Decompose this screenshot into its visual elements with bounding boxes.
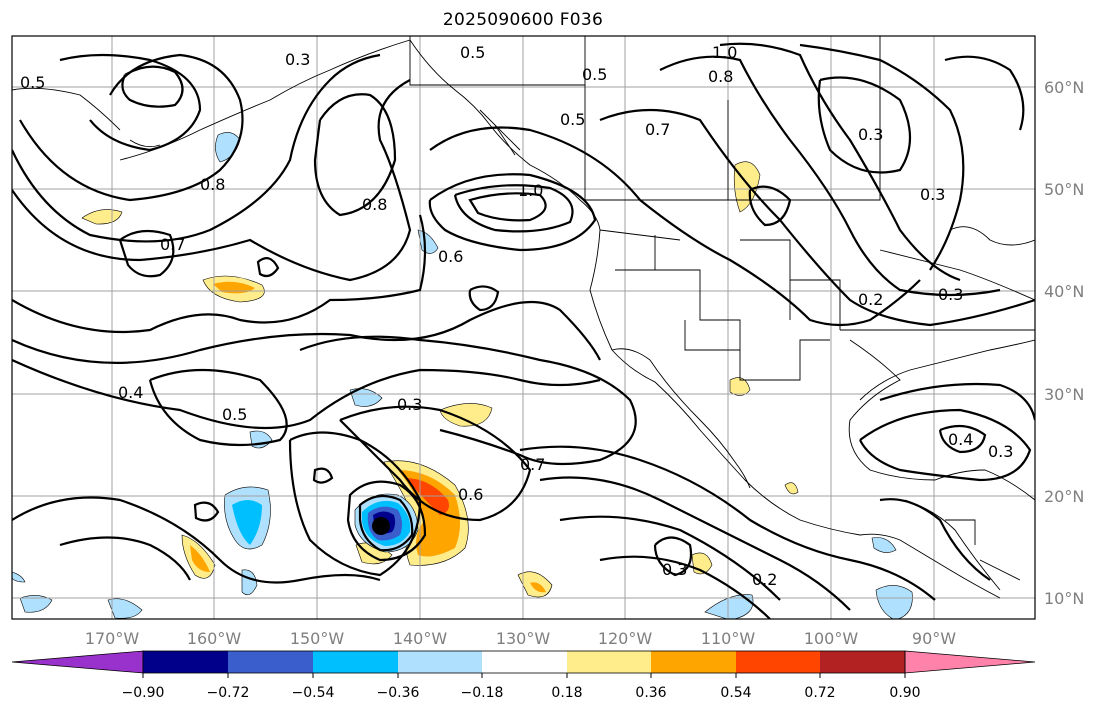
lat-label: 50°N bbox=[1044, 180, 1084, 199]
map-title: 2025090600 F036 bbox=[442, 10, 604, 30]
latitude-labels: 60°N 50°N 40°N 30°N 20°N 10°N bbox=[1044, 78, 1084, 608]
colorbar-segment bbox=[651, 651, 736, 673]
contour-labels: 0.5 0.3 1.0 0.5 0.5 0.8 0.7 0.3 0.8 0.8 … bbox=[20, 43, 1013, 589]
contour-label: 1.0 bbox=[712, 43, 737, 62]
contour-label: 0.7 bbox=[645, 120, 670, 139]
contour-label: 0.3 bbox=[938, 285, 963, 304]
lon-label: 140°W bbox=[393, 629, 448, 648]
contour-label: 0.7 bbox=[160, 235, 185, 254]
colorbar: −0.90 −0.72 −0.54 −0.36 −0.18 0.18 0.36 … bbox=[11, 650, 1036, 701]
contour-label: 0.3 bbox=[285, 50, 310, 69]
colorbar-extend-high bbox=[904, 650, 1036, 674]
colorbar-segment bbox=[228, 651, 313, 673]
contour-label: 0.7 bbox=[520, 455, 545, 474]
contour-lines bbox=[12, 42, 1035, 619]
lon-label: 130°W bbox=[496, 629, 551, 648]
contour-label: 0.8 bbox=[200, 175, 225, 194]
lon-label: 170°W bbox=[85, 629, 140, 648]
colorbar-tick-label: 0.72 bbox=[804, 685, 835, 701]
contour-label: 0.3 bbox=[397, 395, 422, 414]
map-frame bbox=[11, 35, 1036, 620]
colorbar-segment bbox=[313, 651, 398, 673]
contour-label: 0.5 bbox=[560, 110, 585, 129]
lat-label: 40°N bbox=[1044, 282, 1084, 301]
contour-label: 0.4 bbox=[948, 430, 973, 449]
colorbar-segment bbox=[398, 651, 482, 673]
contour-label: 0.5 bbox=[582, 65, 607, 84]
lat-label: 20°N bbox=[1044, 487, 1084, 506]
colorbar-tick-label: −0.18 bbox=[461, 685, 504, 701]
contour-label: 0.8 bbox=[362, 195, 387, 214]
colorbar-tick-label: −0.90 bbox=[122, 685, 165, 701]
contour-label: 0.4 bbox=[118, 383, 143, 402]
contour-label: 0.5 bbox=[20, 73, 45, 92]
lat-label: 30°N bbox=[1044, 385, 1084, 404]
lon-label: 100°W bbox=[804, 629, 859, 648]
lat-label: 10°N bbox=[1044, 589, 1084, 608]
contour-label: 0.6 bbox=[458, 485, 483, 504]
contour-label: 0.2 bbox=[752, 570, 777, 589]
lon-label: 160°W bbox=[187, 629, 242, 648]
colorbar-segment bbox=[482, 651, 567, 673]
cyclone-center-marker bbox=[372, 517, 390, 535]
colorbar-tick-label: −0.72 bbox=[207, 685, 250, 701]
contour-label: 0.6 bbox=[438, 247, 463, 266]
contour-label: 0.2 bbox=[858, 290, 883, 309]
colorbar-segment bbox=[820, 651, 905, 673]
contour-label: 0.5 bbox=[460, 43, 485, 62]
colorbar-extend-low bbox=[11, 650, 144, 674]
colorbar-tick-label: 0.54 bbox=[720, 685, 751, 701]
colorbar-tick-label: 0.90 bbox=[889, 685, 920, 701]
contour-label: 0.3 bbox=[988, 442, 1013, 461]
lon-label: 90°W bbox=[912, 629, 956, 648]
contour-label: 0.3 bbox=[662, 560, 687, 579]
lat-label: 60°N bbox=[1044, 78, 1084, 97]
coastlines-borders bbox=[12, 36, 1035, 599]
colorbar-segment bbox=[143, 651, 228, 673]
contour-label: 0.8 bbox=[708, 67, 733, 86]
colorbar-segment bbox=[567, 651, 651, 673]
colorbar-tick-label: −0.54 bbox=[292, 685, 335, 701]
contour-label: 0.3 bbox=[920, 185, 945, 204]
lon-label: 110°W bbox=[701, 629, 756, 648]
contour-label: 0.3 bbox=[858, 125, 883, 144]
colorbar-tick-label: 0.18 bbox=[551, 685, 582, 701]
lon-label: 120°W bbox=[598, 629, 653, 648]
lon-label: 150°W bbox=[290, 629, 345, 648]
contour-label: 1.0 bbox=[518, 181, 543, 200]
contour-label: 0.5 bbox=[222, 405, 247, 424]
longitude-labels: 170°W 160°W 150°W 140°W 130°W 120°W 110°… bbox=[85, 629, 956, 648]
shaded-anomaly-patches bbox=[12, 132, 913, 619]
colorbar-tick-label: −0.36 bbox=[377, 685, 420, 701]
colorbar-tick-label: 0.36 bbox=[635, 685, 666, 701]
colorbar-segment bbox=[736, 651, 820, 673]
